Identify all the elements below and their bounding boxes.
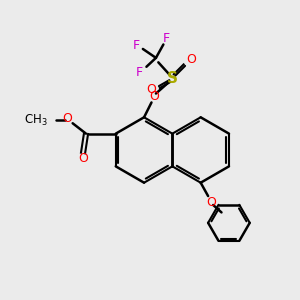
Text: F: F xyxy=(136,66,143,79)
Text: CH$_3$: CH$_3$ xyxy=(24,113,47,128)
Text: O: O xyxy=(206,196,216,208)
Text: O: O xyxy=(78,152,88,165)
Text: F: F xyxy=(163,32,170,45)
Text: O: O xyxy=(146,82,156,96)
Text: O: O xyxy=(62,112,72,125)
Text: O: O xyxy=(149,90,159,103)
Text: O: O xyxy=(187,53,196,66)
Text: F: F xyxy=(133,40,140,52)
Text: S: S xyxy=(167,71,178,86)
